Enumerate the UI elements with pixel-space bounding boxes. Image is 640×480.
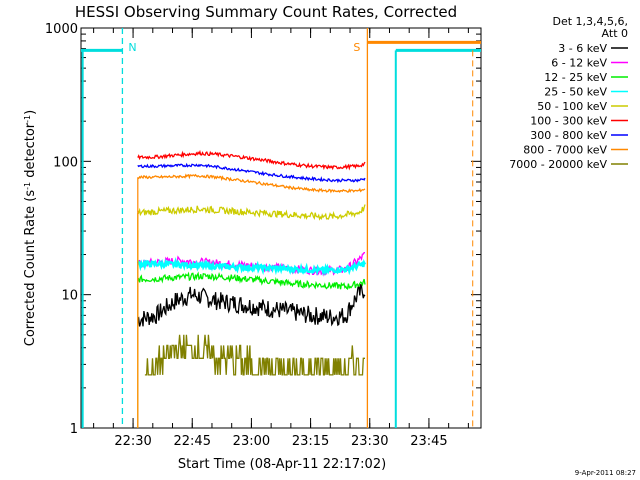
x-tick-label: 23:45	[410, 434, 447, 449]
series-line-2	[137, 271, 366, 291]
legend-header-line-2: Att 0	[602, 27, 628, 40]
x-axis: 22:30 22:45 23:00 23:15 23:30 23:45	[93, 28, 469, 449]
x-axis-label: Start Time (08-Apr-11 22:17:02)	[178, 457, 386, 472]
series-line-8	[144, 334, 365, 376]
x-tick-label: 22:45	[174, 434, 211, 449]
chart-title: HESSI Observing Summary Count Rates, Cor…	[75, 3, 457, 21]
legend-label-5: 100 - 300 keV	[530, 115, 607, 128]
x-tick-label: 23:15	[292, 434, 329, 449]
series-line-3	[136, 257, 367, 277]
marker-label-N: N	[128, 41, 136, 54]
x-tick-label: 22:30	[114, 434, 151, 449]
legend-label-1: 6 - 12 keV	[551, 57, 607, 70]
legend-label-0: 3 - 6 keV	[558, 42, 607, 55]
y-axis-label: Corrected Count Rate (s-1 detector-1)	[23, 110, 39, 346]
y-axis: 1 10 100 1000	[45, 22, 481, 437]
legend-label-6: 300 - 800 keV	[530, 129, 607, 142]
legend-label-4: 50 - 100 keV	[537, 100, 607, 113]
legend-label-3: 25 - 50 keV	[544, 86, 607, 99]
legend-label-8: 7000 - 20000 keV	[509, 158, 607, 171]
series-line-6	[137, 162, 366, 184]
y-axis-label-sup1: -1	[23, 182, 32, 190]
series-line-0	[137, 283, 366, 327]
y-tick-label: 10	[61, 289, 78, 304]
series-line-5	[137, 149, 366, 171]
legend: Det 1,3,4,5,6, Att 0 3 - 6 keV 6 - 12 keV…	[509, 15, 628, 171]
series-line-4	[137, 204, 366, 221]
timestamp: 9-Apr-2011 08:27	[575, 469, 636, 477]
y-axis-label-end: )	[23, 110, 38, 115]
y-axis-label-main: Corrected Count Rate (s	[23, 190, 38, 347]
x-tick-label: 23:00	[233, 434, 270, 449]
legend-label-7: 800 - 7000 keV	[523, 144, 607, 157]
plot-area: 1 10 100 1000 22:30 22:45 23:00 23:15 23:30 23:4…	[45, 22, 482, 449]
y-tick-label: 1000	[45, 22, 78, 37]
y-axis-label-sup2: -1	[23, 115, 32, 123]
x-tick-label: 23:30	[351, 434, 388, 449]
y-axis-label-mid: detector	[23, 122, 38, 182]
series-lines	[136, 149, 367, 428]
marker-label-S: S	[353, 41, 360, 54]
y-tick-label: 100	[53, 155, 78, 170]
series-line-7	[137, 173, 366, 194]
plot-frame	[80, 27, 482, 429]
state-overlays	[81, 40, 481, 428]
legend-header-line-1: Det 1,3,4,5,6,	[552, 15, 628, 28]
legend-label-2: 12 - 25 keV	[544, 71, 607, 84]
y-tick-label: 1	[70, 422, 78, 437]
